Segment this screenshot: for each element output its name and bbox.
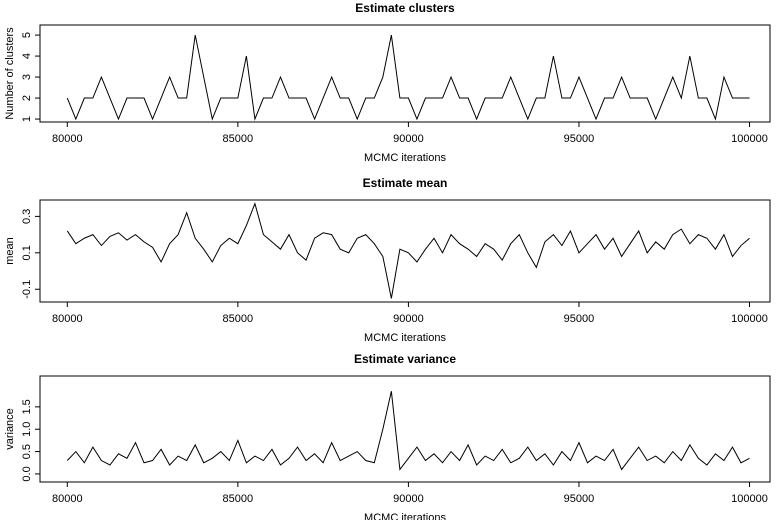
x-axis-label: MCMC iterations [364, 512, 446, 520]
plot-box [39, 375, 771, 483]
x-tick-label: 95000 [564, 493, 595, 505]
y-tick-label: 0.1 [21, 245, 33, 260]
y-tick-label: 3 [21, 74, 33, 80]
y-tick-label: 1.5 [21, 399, 33, 414]
y-tick-label: -0.1 [21, 280, 33, 299]
x-tick-label: 100000 [731, 133, 768, 145]
trace-line [66, 391, 750, 471]
x-tick-label: 90000 [393, 133, 424, 145]
x-tick-label: 85000 [223, 493, 254, 505]
trace-line [66, 34, 750, 121]
chart-title: Estimate mean [363, 176, 448, 190]
y-tick-label: 5 [21, 32, 33, 38]
chart-title: Estimate clusters [355, 1, 455, 15]
x-tick-label: 85000 [223, 133, 254, 145]
y-tick-label: 0.5 [21, 444, 33, 459]
x-axis-label: MCMC iterations [364, 152, 446, 164]
y-axis-label: mean [4, 237, 16, 265]
y-tick-label: 1.0 [21, 422, 33, 437]
x-tick-label: 100000 [731, 493, 768, 505]
y-tick-label: 0.3 [21, 209, 33, 224]
y-tick-label: 4 [21, 53, 33, 59]
y-tick-label: 1 [21, 116, 33, 122]
x-tick-label: 90000 [393, 493, 424, 505]
x-tick-label: 80000 [52, 313, 83, 325]
x-tick-label: 80000 [52, 493, 83, 505]
y-tick-label: 2 [21, 95, 33, 101]
y-axis-label: variance [4, 408, 16, 450]
x-tick-label: 90000 [393, 313, 424, 325]
x-tick-label: 100000 [731, 313, 768, 325]
plot-box [39, 199, 771, 303]
x-tick-label: 80000 [52, 133, 83, 145]
x-tick-label: 95000 [564, 133, 595, 145]
y-axis-label: Number of clusters [4, 27, 16, 120]
x-tick-label: 95000 [564, 313, 595, 325]
x-tick-label: 85000 [223, 313, 254, 325]
chart-title: Estimate variance [354, 352, 456, 366]
y-tick-label: 0.0 [21, 466, 33, 481]
x-axis-label: MCMC iterations [364, 332, 446, 344]
plot-box [39, 24, 771, 123]
trace-line [66, 202, 750, 299]
